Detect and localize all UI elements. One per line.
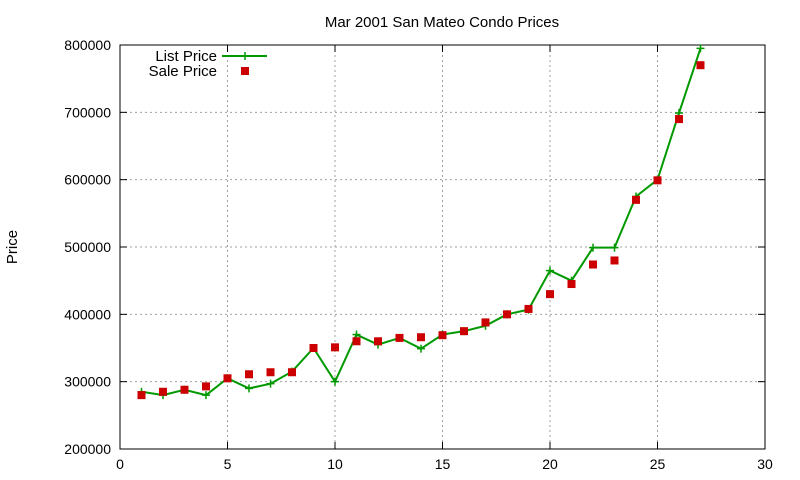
x-tick-label: 5 [224,456,232,472]
x-tick-label: 15 [435,456,451,472]
y-tick-label: 300000 [64,374,111,390]
y-tick-label: 500000 [64,239,111,255]
series-layer [137,44,705,400]
legend-label-list-price: List Price [155,48,217,65]
sale-price-point [589,260,597,269]
x-tick-label: 25 [650,456,666,472]
sale-price-point [288,368,296,377]
legend-sample-sale-price [241,67,249,75]
x-tick-label: 20 [542,456,558,472]
sale-price-point [632,195,640,204]
sale-price-point [245,370,253,379]
sale-price-point [675,115,683,124]
sale-price-point [438,331,447,340]
sale-price-point [546,290,554,299]
list-price-point [546,266,554,275]
sale-price-point [524,304,533,313]
y-tick-label: 600000 [64,172,111,188]
sale-price-point [567,280,576,289]
grid-layer [120,45,765,449]
list-price-point [245,384,253,393]
sale-price-point [417,333,425,342]
sale-price-point [202,382,210,391]
sale-price-point [374,337,382,346]
ticks-layer: 0 5 10 15 20 25 30 200000 300000 400000 500000 6000… [64,37,773,472]
sale-price-point [696,61,705,70]
list-price-point [352,330,361,339]
x-tick-label: 10 [327,456,343,472]
list-price-point [589,243,597,252]
sale-price-point [223,374,232,383]
sale-price-point [481,318,490,327]
list-price-point [331,377,339,386]
list-price-point [266,379,275,388]
sale-price-point [352,337,361,346]
list-price-point [696,44,705,53]
y-tick-label: 700000 [64,104,111,120]
list-price-point [202,391,210,400]
sale-price-point [653,176,662,185]
chart-title: Mar 2001 San Mateo Condo Prices [325,14,559,31]
sale-price-point [159,387,167,396]
x-tick-label: 0 [116,456,124,472]
legend-label-sale-price: Sale Price [149,63,217,80]
sale-price-point [610,256,619,265]
y-axis-label: Price [4,230,21,264]
sale-price-point [460,327,468,336]
y-tick-label: 200000 [64,441,111,457]
y-tick-label: 800000 [64,37,111,53]
y-tick-label: 400000 [64,306,111,322]
sale-price-point [503,310,511,319]
list-price-point [610,243,619,252]
sale-price-point [137,391,146,400]
list-price-point [417,344,425,353]
legend: List Price Sale Price [149,48,267,80]
list-price-line [141,48,702,397]
sale-price-point [180,385,189,394]
sale-price-point [266,368,275,377]
x-tick-label: 30 [757,456,773,472]
sale-price-point [395,333,404,342]
sale-price-point [309,344,318,352]
sale-price-point [331,343,339,352]
